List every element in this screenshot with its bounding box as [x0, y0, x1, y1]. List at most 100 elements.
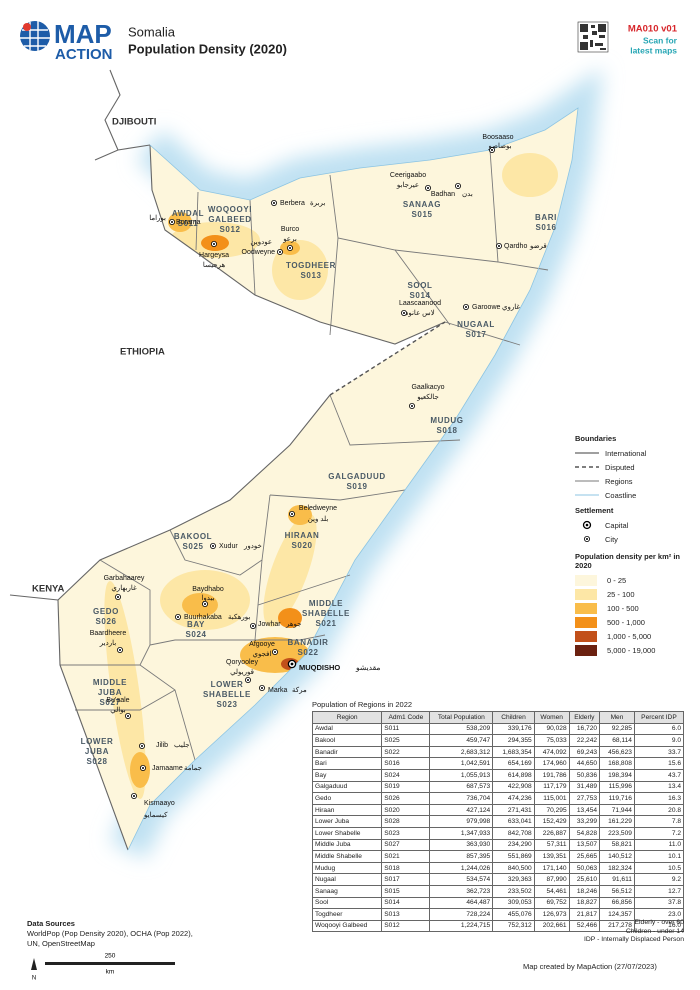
- coastline: [127, 107, 579, 851]
- city-label: Burco: [281, 226, 299, 233]
- table-cell: 27,753: [568, 792, 601, 805]
- table-cell: 1,683,354: [492, 745, 535, 759]
- table-cell: S011: [381, 722, 431, 736]
- city-marker: [142, 767, 144, 769]
- table-cell: 57,311: [533, 838, 570, 852]
- table-cell: 217,278: [599, 919, 635, 933]
- table-cell: 44,650: [568, 757, 601, 770]
- legend-symbol: [575, 466, 599, 468]
- table-cell: 75,033: [533, 734, 570, 747]
- table-cell: 2,683,312: [429, 745, 494, 759]
- table-row: Galgaduud S019 687,573 422,908 117,179 31,489…: [311, 780, 685, 794]
- region-name: NUGAAL: [457, 320, 495, 329]
- legend-city: [586, 538, 588, 540]
- region-code: S028: [86, 757, 107, 766]
- legend-swatch: [575, 574, 597, 586]
- legend-label: Regions: [605, 476, 633, 486]
- table-cell: 551,869: [492, 850, 535, 863]
- table-cell: 979,998: [429, 815, 494, 828]
- table-cell: 752,312: [492, 919, 535, 933]
- city-marker: [261, 687, 263, 689]
- table-cell: 91,611: [599, 873, 635, 886]
- legend-item: International: [575, 446, 693, 460]
- region-boundary: [444, 321, 521, 346]
- table-cell: 182,324: [599, 861, 635, 875]
- table-cell: S028: [381, 815, 431, 828]
- capital-label: MUQDISHO: [299, 663, 340, 672]
- legend-heading: Settlement: [575, 506, 614, 515]
- table-row: Nugaal S017 534,574 329,363 87,990 25,610 91,6…: [311, 873, 685, 886]
- table-cell: 18,246: [568, 884, 601, 898]
- city-label-arabic: كيسمايو: [143, 811, 168, 819]
- legend: Boundaries International Disputed Region…: [575, 430, 693, 657]
- table-cell: Woqooyi Galbeed: [311, 919, 383, 933]
- table-cell: S023: [381, 826, 431, 840]
- city-label-arabic: بيدوا: [201, 594, 214, 602]
- city-label: Boosaaso: [482, 134, 513, 141]
- table-cell: 633,041: [492, 815, 535, 828]
- table-cell: 115,996: [599, 780, 635, 794]
- density-patch: [168, 212, 192, 232]
- capital-marker: [290, 662, 294, 666]
- table-header-cell: Percent IDP: [633, 711, 685, 724]
- region-code: S020: [291, 541, 312, 550]
- table-cell: 474,236: [492, 792, 535, 805]
- north-arrow: [31, 958, 37, 970]
- region-code: S026: [95, 617, 116, 626]
- region-code: S011: [178, 219, 199, 228]
- table-cell: 171,140: [533, 861, 570, 875]
- legend-label: 1,000 - 5,000: [607, 631, 652, 641]
- city-label-arabic: بوالي: [110, 706, 126, 714]
- region-name: MIDDLE: [309, 599, 343, 608]
- legend-symbol: [575, 452, 599, 454]
- region-name: SANAAG: [403, 200, 441, 209]
- city-label: Baardheere: [90, 630, 127, 637]
- region-code: S015: [411, 210, 432, 219]
- table-cell: 69,243: [568, 745, 601, 759]
- table-header-row: Region Adm1 Code Total Population Children W…: [311, 711, 685, 724]
- table-row: Hiraan S020 427,124 271,431 70,295 13,454 71,9…: [311, 803, 685, 817]
- city-label-arabic: بدن: [462, 191, 473, 198]
- table-cell: 16,720: [568, 722, 601, 736]
- city-label-arabic: افجوي: [253, 650, 272, 658]
- region-name: JUBA: [98, 688, 122, 697]
- table-cell: 92,285: [599, 722, 635, 736]
- table-row: Woqooyi Galbeed S012 1,224,715 752,312 202,6…: [311, 919, 685, 933]
- region-boundary: [60, 559, 151, 666]
- region-code: S013: [300, 271, 321, 280]
- credit: Map created by MapAction (27/07/2023): [523, 962, 657, 971]
- table-cell: S021: [381, 850, 431, 863]
- country-label: KENYA: [32, 584, 65, 595]
- legend-swatch: [575, 630, 597, 642]
- region-code: S022: [297, 648, 318, 657]
- table-cell: 309,053: [492, 896, 535, 910]
- table-cell: 223,509: [599, 826, 635, 840]
- table-cell: 68,114: [599, 734, 635, 747]
- city-marker: [252, 625, 254, 627]
- table-cell: Middle Juba: [311, 838, 383, 852]
- region-boundary: [75, 689, 176, 711]
- region-code: S014: [409, 291, 430, 300]
- table-cell: 15.6: [633, 757, 685, 770]
- legend-item: Capital: [575, 518, 693, 532]
- table-cell: 71,944: [599, 803, 635, 817]
- data-sources: Data Sources WorldPop (Pop Density 2020)…: [27, 919, 193, 949]
- region-code: S016: [535, 223, 556, 232]
- table-cell: Hiraan: [311, 803, 383, 817]
- legend-item: Disputed: [575, 460, 693, 474]
- region-name: BAKOOL: [174, 532, 212, 541]
- table-header-cell: Total Population: [429, 711, 494, 724]
- region-code: S024: [185, 630, 206, 639]
- city-label-arabic: هرجيسا: [203, 261, 226, 269]
- city-label-arabic: قوريولي: [230, 668, 254, 676]
- table-cell: 233,502: [492, 884, 535, 898]
- table-cell: 1,347,933: [429, 826, 494, 840]
- city-label: Kismaayo: [144, 800, 175, 807]
- table-cell: Awdal: [311, 722, 383, 736]
- table-cell: 90,028: [533, 722, 570, 736]
- region-code: S017: [465, 330, 486, 339]
- table-cell: 9.0: [633, 734, 685, 747]
- region-name: BARI: [535, 213, 557, 222]
- legend-swatch: [575, 616, 597, 628]
- table-cell: Nugaal: [311, 873, 383, 886]
